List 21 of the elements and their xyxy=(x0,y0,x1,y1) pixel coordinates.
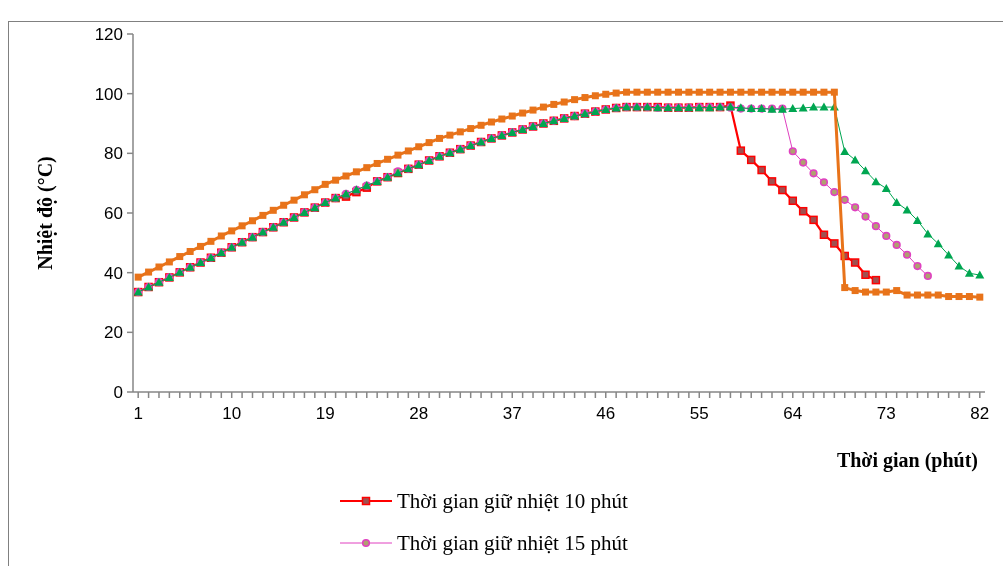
x-tick-label: 37 xyxy=(502,404,522,423)
x-tick-label: 82 xyxy=(970,404,990,423)
y-tick-label: 60 xyxy=(104,203,123,223)
x-tick-label: 46 xyxy=(596,404,616,423)
y-tick-label: 20 xyxy=(104,323,123,343)
x-tick-label: 10 xyxy=(222,404,242,423)
x-axis-title: Thời gian (phút) xyxy=(836,449,978,472)
legend-label: Thời gian giữ nhiệt 15 phút xyxy=(397,531,628,556)
x-tick-label: 1 xyxy=(133,404,143,423)
x-tick-label: 28 xyxy=(409,404,429,423)
x-tick-label: 64 xyxy=(783,404,803,423)
y-tick-label: 80 xyxy=(104,144,123,164)
y-tick-label: 120 xyxy=(94,24,123,44)
y-tick-label: 40 xyxy=(104,263,123,283)
legend-label: Thời gian giữ nhiệt 10 phút xyxy=(397,489,628,514)
x-tick-label: 19 xyxy=(315,404,335,423)
y-tick-label: 0 xyxy=(113,382,123,402)
x-tick-label: 73 xyxy=(876,404,896,423)
y-tick-label: 100 xyxy=(94,84,123,104)
x-tick-label: 55 xyxy=(689,404,709,423)
y-axis-title: Nhiệt độ (°C) xyxy=(34,156,57,270)
